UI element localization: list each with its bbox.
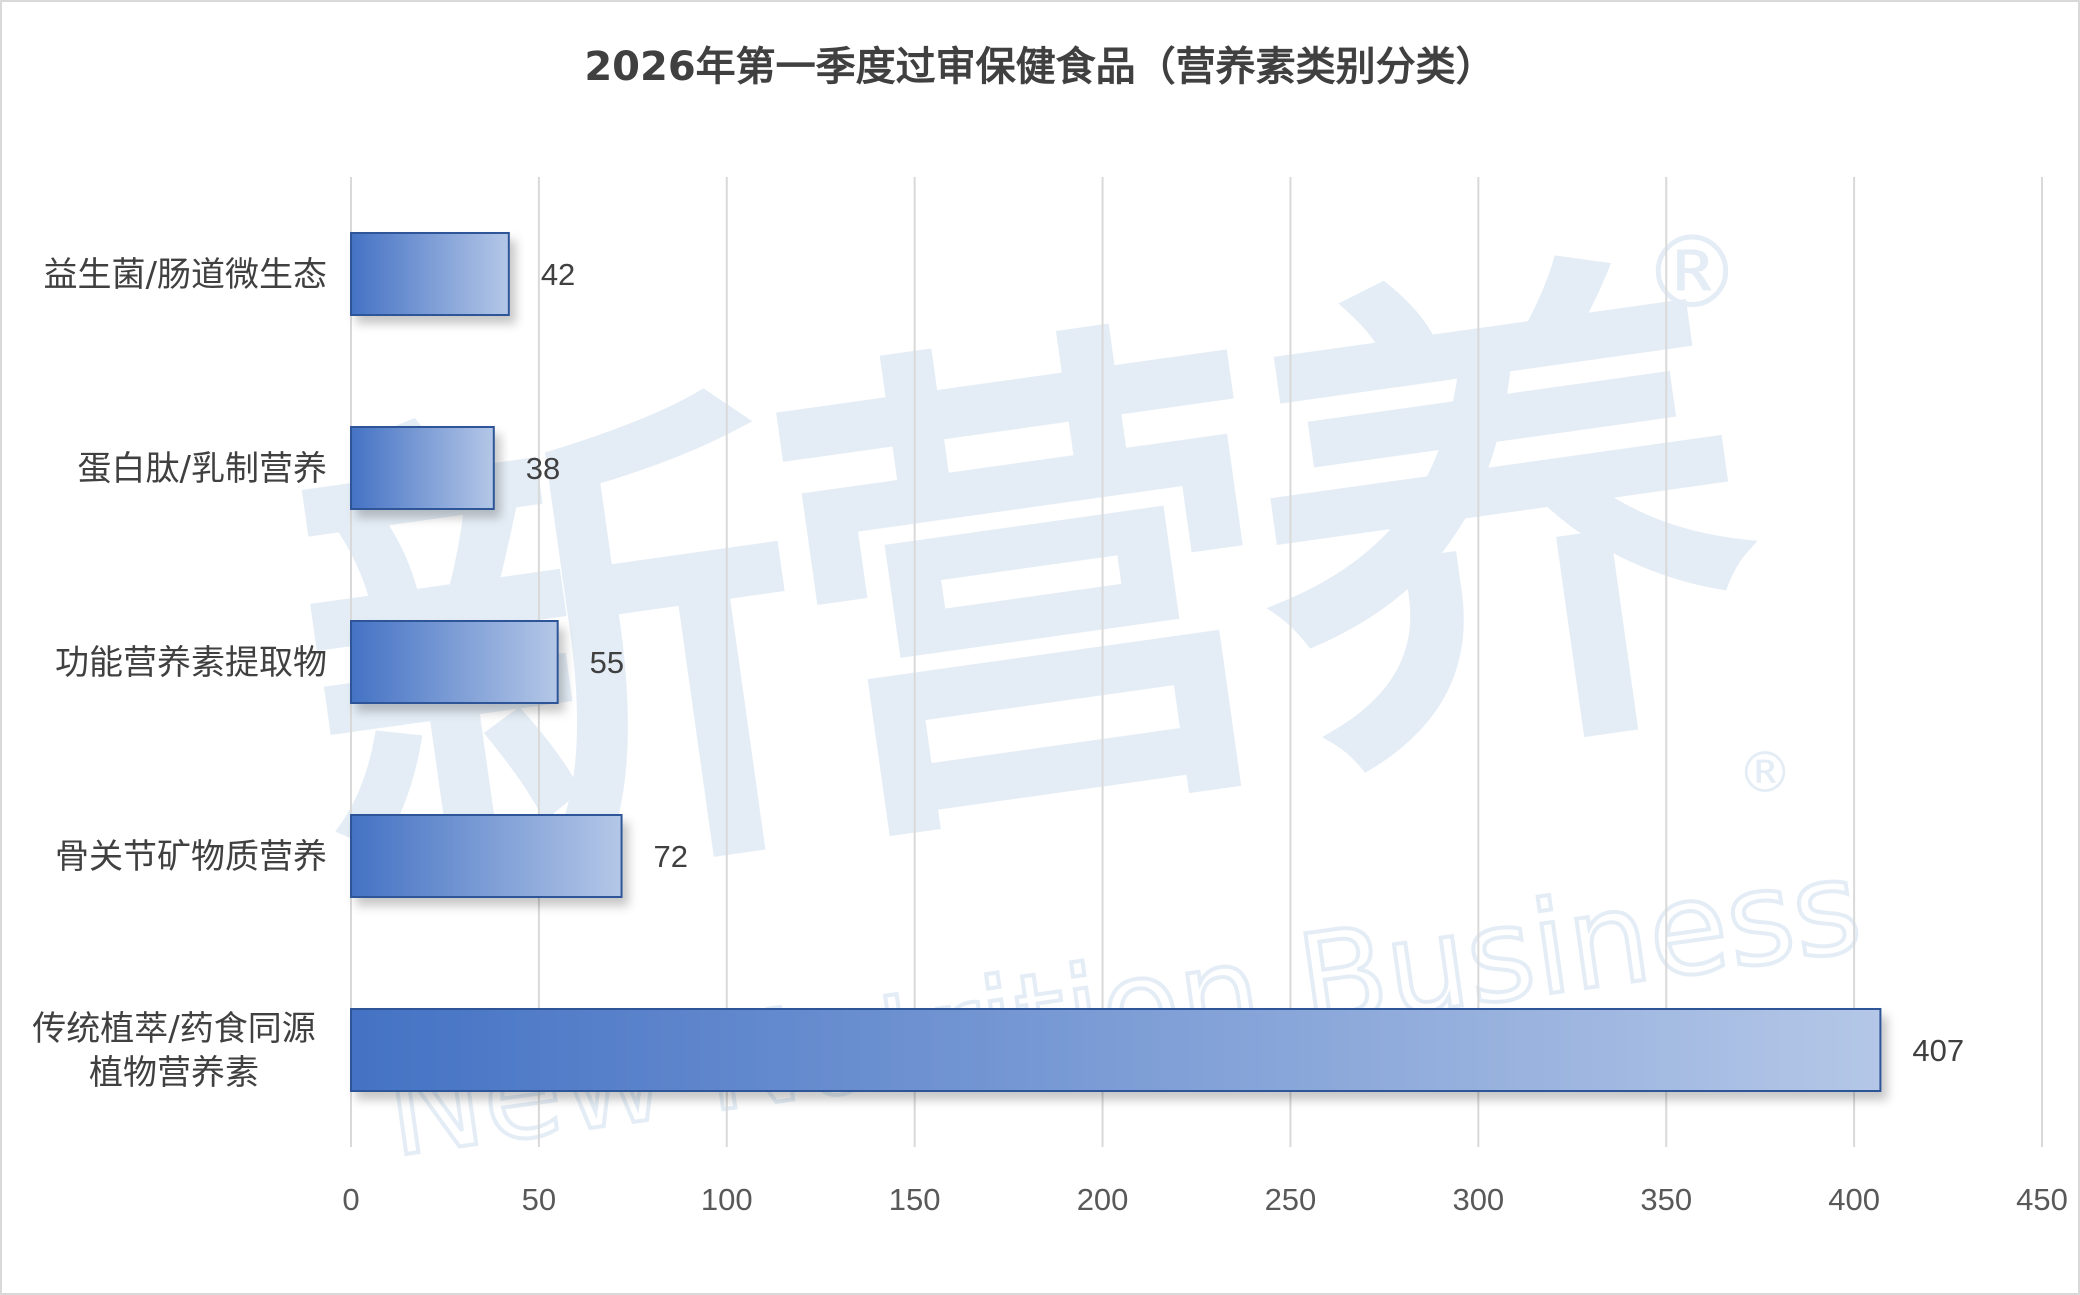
category-label: 功能营养素提取物	[55, 643, 327, 683]
category-label: 蛋白肽/乳制营养	[78, 449, 327, 489]
category-label: 骨关节矿物质营养	[55, 837, 327, 877]
labels: 0 50 100 150 200 250 300 350 400 450 42 益生菌/肠道微生态 38…	[32, 255, 2068, 1217]
data-label: 42	[541, 257, 575, 292]
bars	[350, 232, 1882, 1092]
x-tick-label: 0	[342, 1182, 359, 1217]
data-label: 55	[590, 645, 624, 680]
bar	[350, 426, 495, 510]
data-label: 72	[654, 839, 688, 874]
x-tick-label: 400	[1828, 1182, 1880, 1217]
x-tick-label: 150	[889, 1182, 941, 1217]
x-tick-label: 100	[701, 1182, 753, 1217]
bar	[350, 1008, 1882, 1092]
bar	[350, 814, 623, 898]
category-label: 传统植萃/药食同源植物营养素	[32, 1009, 315, 1093]
x-tick-label: 350	[1640, 1182, 1692, 1217]
data-label: 38	[526, 451, 560, 486]
data-label: 407	[1912, 1033, 1964, 1068]
watermark-registered-mark: ®	[1642, 214, 1742, 331]
x-tick-label: 50	[522, 1182, 556, 1217]
category-label: 益生菌/肠道微生态	[44, 255, 327, 295]
chart-title: 2026年第一季度过审保健食品（营养素类别分类）	[584, 44, 1496, 90]
x-tick-label: 300	[1452, 1182, 1504, 1217]
bar	[350, 232, 510, 316]
x-tick-label: 450	[2016, 1182, 2068, 1217]
x-tick-label: 200	[1077, 1182, 1129, 1217]
watermark-registered-mark-small: ®	[1737, 741, 1793, 806]
bar	[350, 620, 559, 704]
x-tick-label: 250	[1265, 1182, 1317, 1217]
